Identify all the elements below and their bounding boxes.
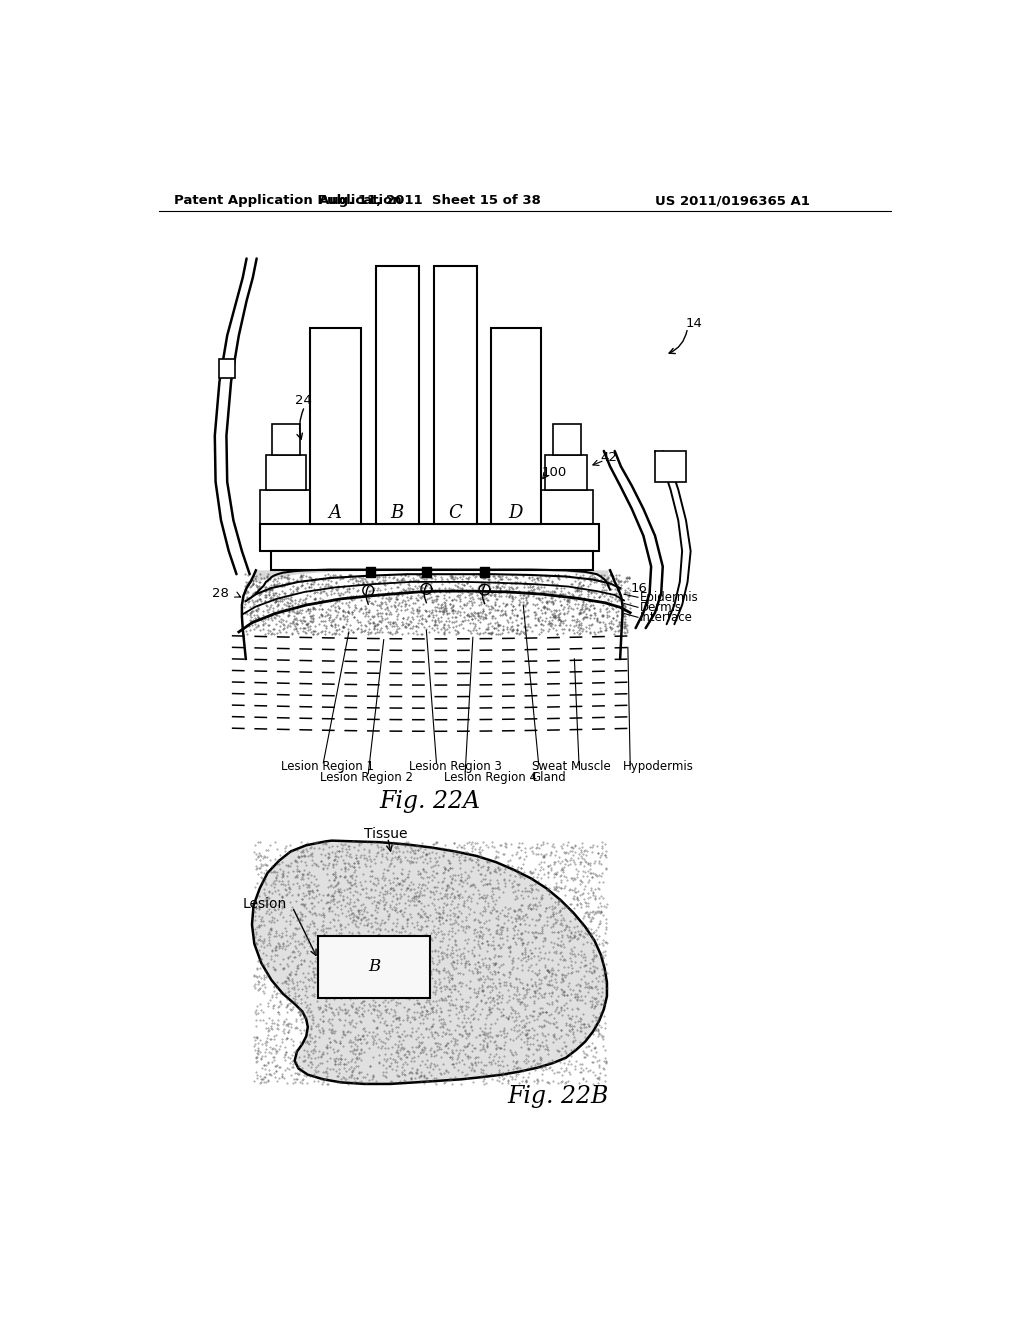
- Polygon shape: [490, 327, 541, 524]
- Polygon shape: [310, 327, 360, 524]
- Polygon shape: [553, 424, 581, 455]
- Polygon shape: [376, 267, 419, 524]
- Text: Patent Application Publication: Patent Application Publication: [174, 194, 402, 207]
- Polygon shape: [317, 936, 430, 998]
- Polygon shape: [272, 424, 300, 455]
- Polygon shape: [260, 490, 314, 524]
- Text: Interface: Interface: [640, 611, 692, 624]
- Text: Aug. 11, 2011  Sheet 15 of 38: Aug. 11, 2011 Sheet 15 of 38: [319, 194, 542, 207]
- Polygon shape: [655, 451, 686, 482]
- Text: B: B: [368, 958, 380, 975]
- Polygon shape: [252, 841, 607, 1084]
- Text: 14: 14: [686, 317, 702, 330]
- Polygon shape: [366, 566, 375, 577]
- Text: Lesion Region 3: Lesion Region 3: [409, 760, 502, 774]
- Polygon shape: [260, 524, 599, 552]
- Polygon shape: [538, 490, 593, 524]
- Polygon shape: [422, 566, 431, 577]
- Text: 42: 42: [601, 450, 617, 463]
- Text: 24: 24: [295, 395, 311, 408]
- Polygon shape: [480, 566, 489, 577]
- Polygon shape: [271, 552, 593, 570]
- Text: Lesion Region 2: Lesion Region 2: [321, 771, 414, 784]
- Text: B: B: [390, 504, 403, 521]
- Text: Tissue: Tissue: [365, 828, 408, 841]
- Text: Fig. 22A: Fig. 22A: [380, 789, 480, 813]
- Text: Lesion: Lesion: [243, 896, 287, 911]
- Polygon shape: [545, 455, 587, 490]
- Text: 16: 16: [630, 582, 647, 594]
- Text: Sweat: Sweat: [531, 760, 567, 774]
- Text: Dermis: Dermis: [640, 601, 682, 614]
- Text: Hypodermis: Hypodermis: [623, 760, 693, 774]
- Text: Fig. 22B: Fig. 22B: [508, 1085, 609, 1107]
- Text: 28: 28: [212, 587, 228, 601]
- Text: D: D: [508, 504, 522, 521]
- Text: Gland: Gland: [531, 771, 565, 784]
- Text: C: C: [449, 504, 462, 521]
- Polygon shape: [434, 267, 477, 524]
- Text: Muscle: Muscle: [571, 760, 612, 774]
- Text: Epidermis: Epidermis: [640, 591, 698, 603]
- Text: A: A: [329, 504, 341, 521]
- Text: US 2011/0196365 A1: US 2011/0196365 A1: [655, 194, 810, 207]
- Text: 100: 100: [541, 466, 566, 479]
- Text: Lesion Region 4: Lesion Region 4: [444, 771, 538, 784]
- Text: Lesion Region 1: Lesion Region 1: [282, 760, 375, 774]
- Polygon shape: [266, 455, 306, 490]
- Polygon shape: [219, 359, 234, 378]
- Polygon shape: [256, 570, 608, 582]
